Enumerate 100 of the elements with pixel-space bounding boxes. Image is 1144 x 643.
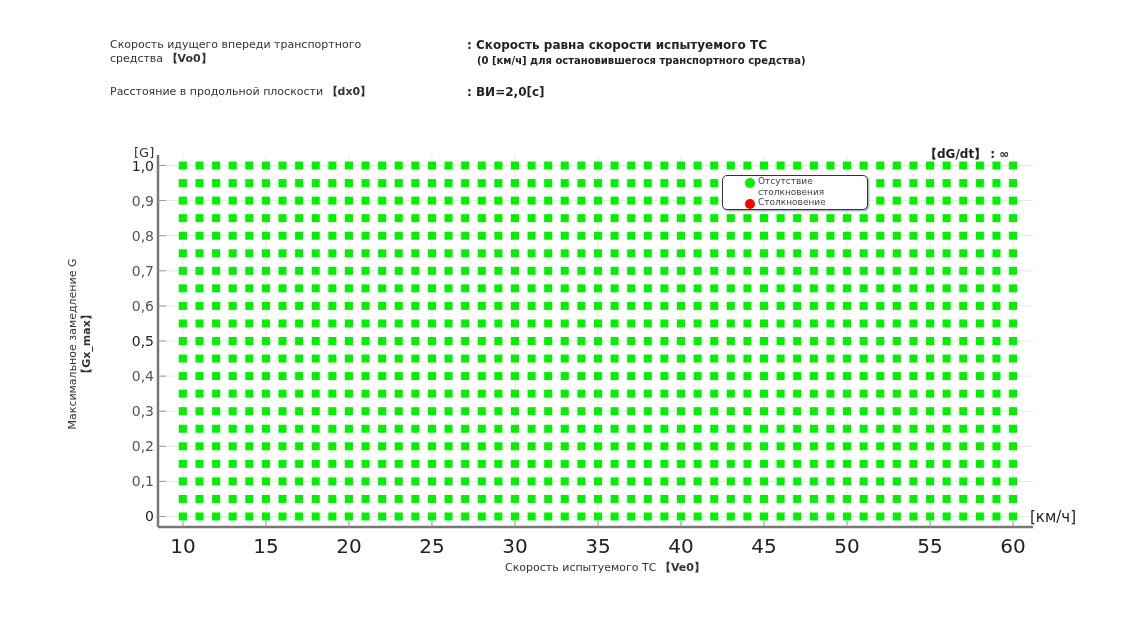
point <box>560 477 569 486</box>
point <box>295 196 304 205</box>
point <box>494 424 503 433</box>
point <box>776 389 785 398</box>
point <box>743 354 752 363</box>
point <box>178 424 187 433</box>
point <box>660 389 669 398</box>
point <box>743 161 752 170</box>
point <box>510 477 519 486</box>
point <box>544 512 553 521</box>
point <box>295 179 304 188</box>
point <box>942 424 951 433</box>
point <box>212 214 221 223</box>
point <box>328 442 337 451</box>
point <box>959 424 968 433</box>
point <box>909 249 918 258</box>
point <box>278 407 287 416</box>
y-tick-label: 0,7 <box>131 262 154 279</box>
point <box>295 512 304 521</box>
point <box>212 196 221 205</box>
point <box>959 459 968 468</box>
point <box>760 389 769 398</box>
point <box>643 459 652 468</box>
point <box>726 407 735 416</box>
point <box>228 337 237 345</box>
point <box>710 214 719 223</box>
point <box>577 249 586 258</box>
point <box>494 301 503 310</box>
point <box>344 196 353 205</box>
point <box>394 179 403 188</box>
point <box>793 424 802 433</box>
point <box>693 161 702 170</box>
point <box>560 249 569 258</box>
point <box>195 284 204 293</box>
point <box>859 249 868 258</box>
point <box>892 407 901 416</box>
point <box>859 477 868 486</box>
point <box>992 372 1001 381</box>
point <box>510 214 519 223</box>
point <box>892 477 901 486</box>
point <box>328 301 337 310</box>
point <box>743 266 752 275</box>
point <box>892 319 901 328</box>
point <box>560 319 569 328</box>
point <box>743 249 752 258</box>
point <box>942 477 951 486</box>
point <box>544 407 553 416</box>
point <box>195 407 204 416</box>
point <box>427 389 436 398</box>
point <box>992 266 1001 275</box>
point <box>178 266 187 275</box>
point <box>510 319 519 328</box>
point <box>560 284 569 293</box>
point <box>261 512 270 521</box>
point <box>344 424 353 433</box>
point <box>959 354 968 363</box>
point <box>760 407 769 416</box>
point <box>494 319 503 328</box>
point <box>693 249 702 258</box>
point <box>577 231 586 240</box>
point <box>444 389 453 398</box>
point <box>876 161 885 170</box>
point <box>942 389 951 398</box>
point <box>909 196 918 205</box>
point <box>577 337 586 345</box>
point <box>195 214 204 223</box>
text: : Скорость равна скорости испытуемого ТС <box>467 38 767 52</box>
point <box>942 319 951 328</box>
point <box>510 179 519 188</box>
point <box>710 249 719 258</box>
point <box>660 161 669 170</box>
point <box>1009 179 1018 188</box>
point <box>544 161 553 170</box>
point <box>593 301 602 310</box>
point <box>477 494 486 503</box>
point <box>610 266 619 275</box>
point <box>510 372 519 381</box>
point <box>660 407 669 416</box>
point <box>627 407 636 416</box>
point <box>444 354 453 363</box>
point <box>228 459 237 468</box>
point <box>710 301 719 310</box>
point <box>959 477 968 486</box>
point <box>344 477 353 486</box>
point <box>461 249 470 258</box>
point <box>361 249 370 258</box>
point <box>411 284 420 293</box>
point <box>975 477 984 486</box>
point <box>544 196 553 205</box>
point <box>178 214 187 223</box>
point <box>760 301 769 310</box>
point <box>527 319 536 328</box>
point <box>178 231 187 240</box>
point <box>311 459 320 468</box>
point <box>726 372 735 381</box>
point <box>544 266 553 275</box>
x-tick-label: 45 <box>751 534 777 558</box>
point <box>610 424 619 433</box>
point <box>710 494 719 503</box>
point <box>776 459 785 468</box>
